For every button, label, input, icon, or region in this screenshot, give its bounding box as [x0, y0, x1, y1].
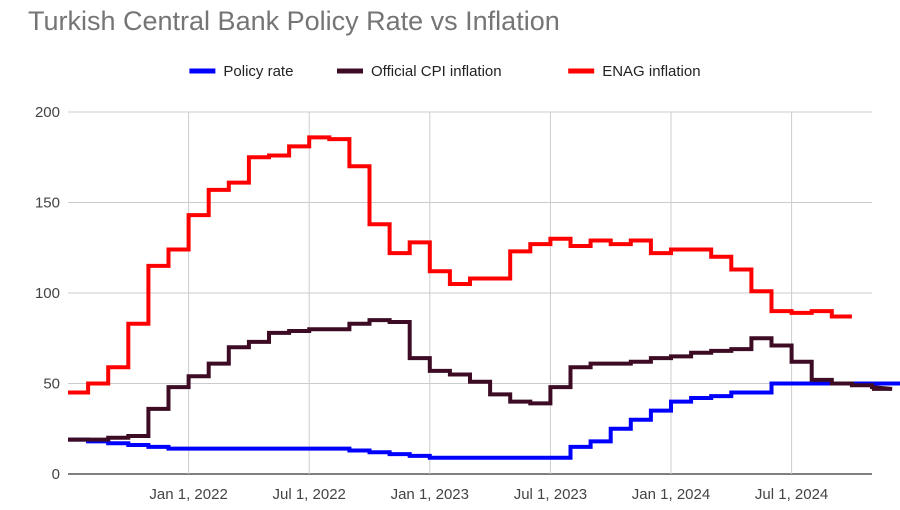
legend-label: Policy rate [223, 63, 293, 80]
legend: Policy rate Official CPI inflation ENAG in… [189, 63, 701, 80]
legend-item: Policy rate [189, 63, 293, 80]
legend-item: Official CPI inflation [337, 63, 502, 80]
y-tick-label: 200 [35, 104, 60, 121]
series-line-official-cpi-inflation [68, 318, 893, 442]
legend-label: ENAG inflation [602, 63, 700, 80]
series-lines [68, 135, 900, 460]
chart-title: Turkish Central Bank Policy Rate vs Infl… [28, 6, 560, 36]
series-line-policy-rate [68, 381, 900, 460]
x-tick-label: Jul 1, 2023 [514, 486, 587, 503]
x-tick-label: Jan 1, 2023 [391, 486, 469, 503]
x-tick-label: Jan 1, 2024 [632, 486, 710, 503]
x-tick-label: Jul 1, 2024 [755, 486, 828, 503]
y-tick-label: 150 [35, 195, 60, 212]
series-line-enag-inflation [68, 135, 852, 395]
y-tick-label: 50 [43, 376, 60, 393]
y-tick-label: 100 [35, 285, 60, 302]
legend-label: Official CPI inflation [371, 63, 502, 80]
x-axis-ticks: Jan 1, 2022 Jul 1, 2022 Jan 1, 2023 Jul 1, … [149, 486, 828, 503]
x-tick-label: Jan 1, 2022 [149, 486, 227, 503]
y-axis-ticks: 0 50 100 150 200 [35, 104, 60, 483]
legend-item: ENAG inflation [568, 63, 701, 80]
y-tick-label: 0 [52, 466, 60, 483]
x-tick-label: Jul 1, 2022 [273, 486, 346, 503]
